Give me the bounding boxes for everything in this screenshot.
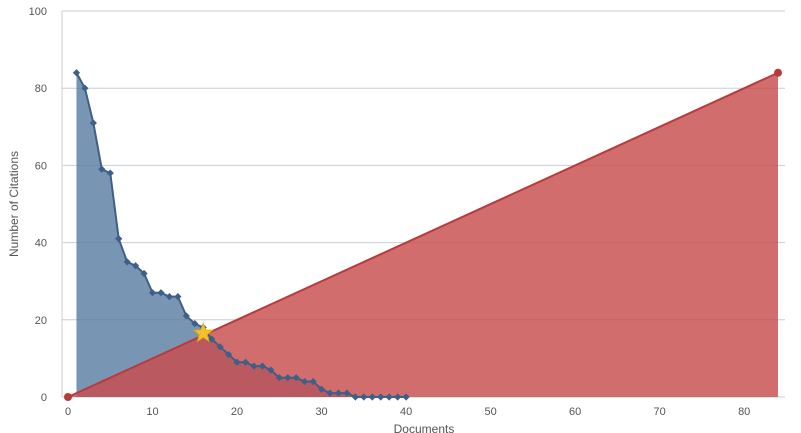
citation-point <box>317 385 326 393</box>
citation-point <box>250 362 258 370</box>
citation-point <box>275 374 283 382</box>
citation-point <box>334 389 343 397</box>
citation-point <box>284 374 292 382</box>
citation-point <box>165 293 174 301</box>
x-tick-label: 80 <box>738 406 750 418</box>
star-icon <box>192 322 214 343</box>
citation-point <box>385 393 393 401</box>
citation-point <box>81 84 89 92</box>
diagonal-line <box>67 71 779 398</box>
x-tick-label: 10 <box>146 406 158 418</box>
citation-point <box>224 350 233 359</box>
citation-point <box>140 269 148 278</box>
citation-point <box>115 235 123 243</box>
citation-point <box>343 389 351 397</box>
citation-point <box>233 358 241 366</box>
citation-point <box>174 293 182 301</box>
y-tick-label: 100 <box>29 6 47 18</box>
citation-point <box>258 362 267 370</box>
citation-point <box>98 165 106 173</box>
citation-point <box>216 343 224 351</box>
citation-point <box>241 358 250 366</box>
citations-line <box>75 72 407 398</box>
x-tick-label: 20 <box>231 406 243 418</box>
citations-area <box>76 72 407 397</box>
citation-point <box>377 393 385 401</box>
tick-labels: 0 20 40 60 80 100 0 10 20 30 40 50 60 70 80 <box>29 6 751 418</box>
diagonal-endpoint <box>774 68 782 77</box>
x-tick-label: 30 <box>315 406 327 418</box>
y-axis-title: Number of Citations <box>7 151 21 257</box>
citation-point <box>157 289 165 297</box>
y-tick-label: 40 <box>35 238 47 250</box>
citation-point <box>301 377 309 386</box>
y-tick-label: 20 <box>35 315 47 327</box>
citation-point <box>394 393 402 401</box>
citation-point <box>360 393 368 401</box>
citation-point <box>72 69 81 77</box>
x-axis-title: Documents <box>394 422 455 433</box>
y-tick-label: 60 <box>35 160 47 172</box>
citation-point <box>351 393 359 401</box>
x-tick-label: 0 <box>65 406 71 418</box>
citation-point <box>402 393 410 401</box>
citation-point <box>89 119 97 127</box>
citation-point <box>106 169 114 177</box>
y-tick-label: 80 <box>35 83 47 95</box>
citation-point <box>123 258 131 266</box>
citation-point <box>191 320 199 328</box>
diagonal-endpoint <box>64 393 72 401</box>
citation-point <box>292 374 300 382</box>
chart-marks <box>64 68 782 401</box>
citation-point <box>309 377 317 386</box>
x-tick-label: 70 <box>654 406 666 418</box>
x-tick-label: 40 <box>400 406 412 418</box>
y-tick-label: 0 <box>41 392 47 404</box>
citation-point <box>208 335 216 343</box>
citation-point <box>182 312 190 320</box>
citation-point <box>148 289 157 297</box>
x-tick-label: 60 <box>569 406 581 418</box>
citation-point <box>368 393 376 401</box>
citation-point <box>132 262 140 270</box>
x-tick-label: 50 <box>484 406 496 418</box>
citation-point <box>267 366 275 374</box>
citation-point <box>326 389 334 397</box>
